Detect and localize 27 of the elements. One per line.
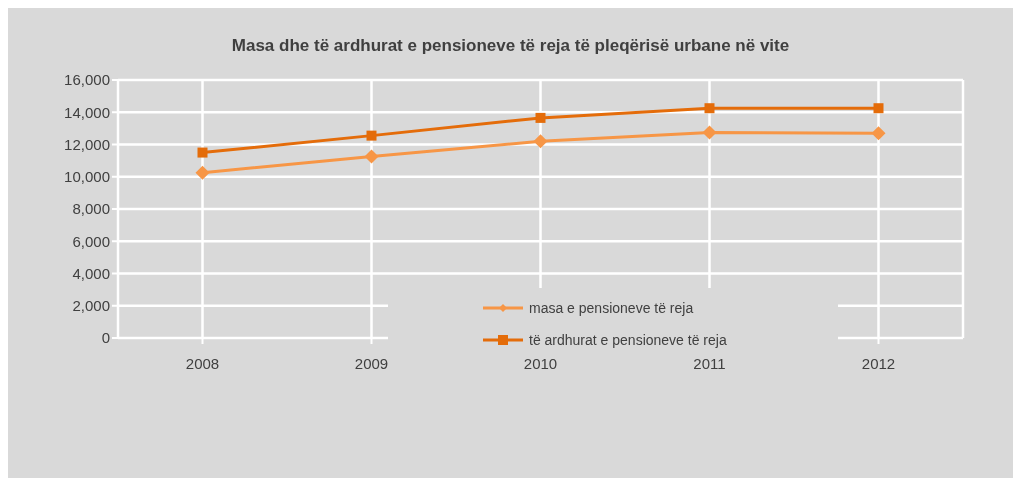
point [197, 147, 208, 158]
y-tick-label: 2,000 [72, 297, 110, 315]
point [535, 112, 546, 123]
x-tick-label: 2011 [693, 354, 726, 372]
y-tick-label: 4,000 [72, 264, 110, 282]
point [364, 149, 379, 164]
legend-label: të ardhurat e pensioneve të reja [529, 332, 727, 348]
y-tick-label: 0 [101, 329, 110, 347]
y-tick-label: 8,000 [72, 200, 110, 218]
point [702, 125, 717, 140]
x-tick-label: 2009 [354, 354, 389, 372]
y-tick-label: 6,000 [72, 232, 110, 250]
x-tick-label: 2012 [861, 354, 896, 372]
point [366, 130, 377, 141]
x-tick-label: 2010 [523, 354, 558, 372]
point [195, 165, 210, 180]
point [704, 103, 715, 114]
legend-label: masa e pensioneve të reja [529, 300, 694, 316]
y-tick-label: 14,000 [64, 103, 110, 121]
point [871, 126, 886, 141]
y-tick-label: 10,000 [64, 168, 110, 186]
y-tick-label: 12,000 [64, 135, 110, 153]
x-tick-label: 2008 [185, 354, 220, 372]
y-tick-label: 16,000 [64, 71, 110, 89]
chart-title: Masa dhe të ardhurat e pensioneve të reja të pleqërisë urbane në vite [230, 36, 791, 56]
point [873, 103, 884, 114]
point [533, 134, 548, 149]
